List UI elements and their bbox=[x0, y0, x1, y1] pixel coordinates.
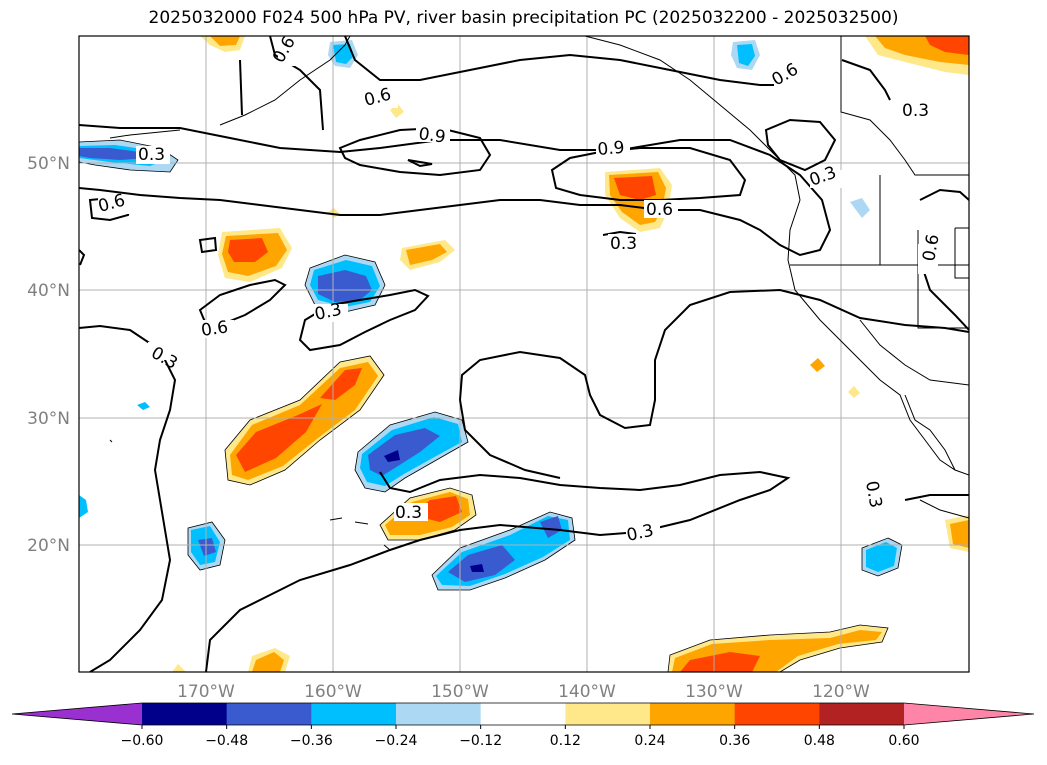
colorbar-segment bbox=[819, 703, 905, 725]
colorbar-segment bbox=[565, 703, 651, 725]
contour-label: 0.3 bbox=[861, 479, 885, 509]
colorbar-segment bbox=[311, 703, 397, 725]
precip-blob-negative bbox=[866, 542, 897, 572]
lon-tick-label: 160°W bbox=[304, 682, 362, 702]
precip-blob-negative bbox=[540, 516, 562, 538]
colorbar-segment bbox=[734, 703, 820, 725]
contour-label: 0.9 bbox=[597, 138, 626, 160]
precip-blob-positive bbox=[252, 652, 284, 672]
contour-label: 0.9 bbox=[417, 124, 447, 148]
precip-blob-negative bbox=[79, 148, 150, 160]
colorbar-tick-label: −0.36 bbox=[290, 733, 333, 749]
map-title: 2025032000 F024 500 hPa PV, river basin … bbox=[148, 8, 899, 28]
lat-tick-label: 50°N bbox=[27, 154, 70, 174]
precip-blob-negative bbox=[448, 545, 515, 582]
contour-label: 0.3 bbox=[902, 101, 929, 121]
precip-blob-positive bbox=[810, 358, 825, 372]
colorbar-segment bbox=[396, 703, 482, 725]
colorbar-extend-min bbox=[12, 703, 142, 725]
colorbar-tick-label: 0.36 bbox=[719, 733, 750, 749]
precip-blob-negative bbox=[79, 495, 88, 518]
lat-tick-label: 20°N bbox=[27, 536, 70, 556]
precip-blob-negative bbox=[198, 538, 216, 556]
contour-label: 0.6 bbox=[200, 317, 230, 341]
lon-tick-label: 120°W bbox=[812, 682, 870, 702]
colorbar-extend-max bbox=[904, 703, 1034, 725]
colorbar-tick-label: −0.12 bbox=[459, 733, 502, 749]
lon-tick-label: 130°W bbox=[685, 682, 743, 702]
precip-blob-negative bbox=[368, 428, 440, 476]
precip-blob-positive bbox=[210, 36, 240, 46]
precip-blob-positive bbox=[614, 176, 656, 200]
precip-blob-negative bbox=[318, 270, 372, 302]
contour-label: 0.3 bbox=[610, 234, 637, 254]
map-frame bbox=[78, 35, 970, 673]
colorbar-tick-label: 0.12 bbox=[550, 733, 581, 749]
colorbar-tick-label: 0.24 bbox=[634, 733, 665, 749]
colorbar-tick-label: −0.48 bbox=[205, 733, 248, 749]
precip-outlines bbox=[79, 139, 903, 672]
colorbar-segment bbox=[142, 703, 228, 725]
lon-tick-labels: 170°W 160°W 150°W 140°W 130°W 120°W bbox=[177, 682, 870, 702]
precip-blob-positive bbox=[848, 386, 860, 398]
precip-blob-negative bbox=[384, 450, 400, 462]
colorbar-tick-label: −0.24 bbox=[375, 733, 418, 749]
precip-blob-negative bbox=[137, 402, 150, 410]
map-area bbox=[79, 36, 969, 672]
graticule bbox=[79, 36, 969, 672]
colorbar-segment bbox=[226, 703, 312, 725]
precip-blob-positive bbox=[236, 404, 322, 472]
precip-blob-negative bbox=[850, 198, 870, 218]
contour-label: 0.6 bbox=[646, 200, 673, 220]
precip-blob-negative bbox=[470, 564, 484, 572]
precip-blob-positive bbox=[925, 36, 969, 55]
contour-label: 0.3 bbox=[395, 503, 422, 523]
lat-tick-label: 30°N bbox=[27, 409, 70, 429]
colorbar-tick-label: −0.60 bbox=[121, 733, 164, 749]
lon-tick-label: 150°W bbox=[431, 682, 489, 702]
precip-blob-negative bbox=[333, 44, 354, 64]
lat-tick-label: 40°N bbox=[27, 281, 70, 301]
precip-blob-positive bbox=[172, 664, 186, 672]
lon-tick-label: 140°W bbox=[558, 682, 616, 702]
precip-blob-positive bbox=[320, 368, 362, 400]
precip-blob-positive bbox=[406, 244, 447, 265]
precip-blob-positive bbox=[680, 652, 760, 672]
lat-tick-labels: 50°N 40°N 30°N 20°N bbox=[27, 154, 70, 556]
contour-labels: 0.3 0.6 0.3 0.6 0.3 0.6 0.9 0.9 0.6 0.3 … bbox=[96, 33, 944, 546]
precip-blob-positive bbox=[228, 238, 268, 262]
contour-label: 0.3 bbox=[138, 145, 165, 165]
colorbar-tick-label: 0.60 bbox=[888, 733, 919, 749]
precip-blob-positive bbox=[950, 520, 969, 548]
colorbar: −0.60 −0.48 −0.36 −0.24 −0.12 0.12 0.24 0.36 0.4… bbox=[11, 702, 1035, 749]
colorbar-segment bbox=[650, 703, 736, 725]
precip-blob-negative bbox=[737, 44, 755, 66]
colorbar-segment bbox=[480, 703, 566, 725]
lon-tick-label: 170°W bbox=[177, 682, 235, 702]
colorbar-tick-label: 0.48 bbox=[804, 733, 835, 749]
contour-label: 0.6 bbox=[919, 233, 943, 263]
